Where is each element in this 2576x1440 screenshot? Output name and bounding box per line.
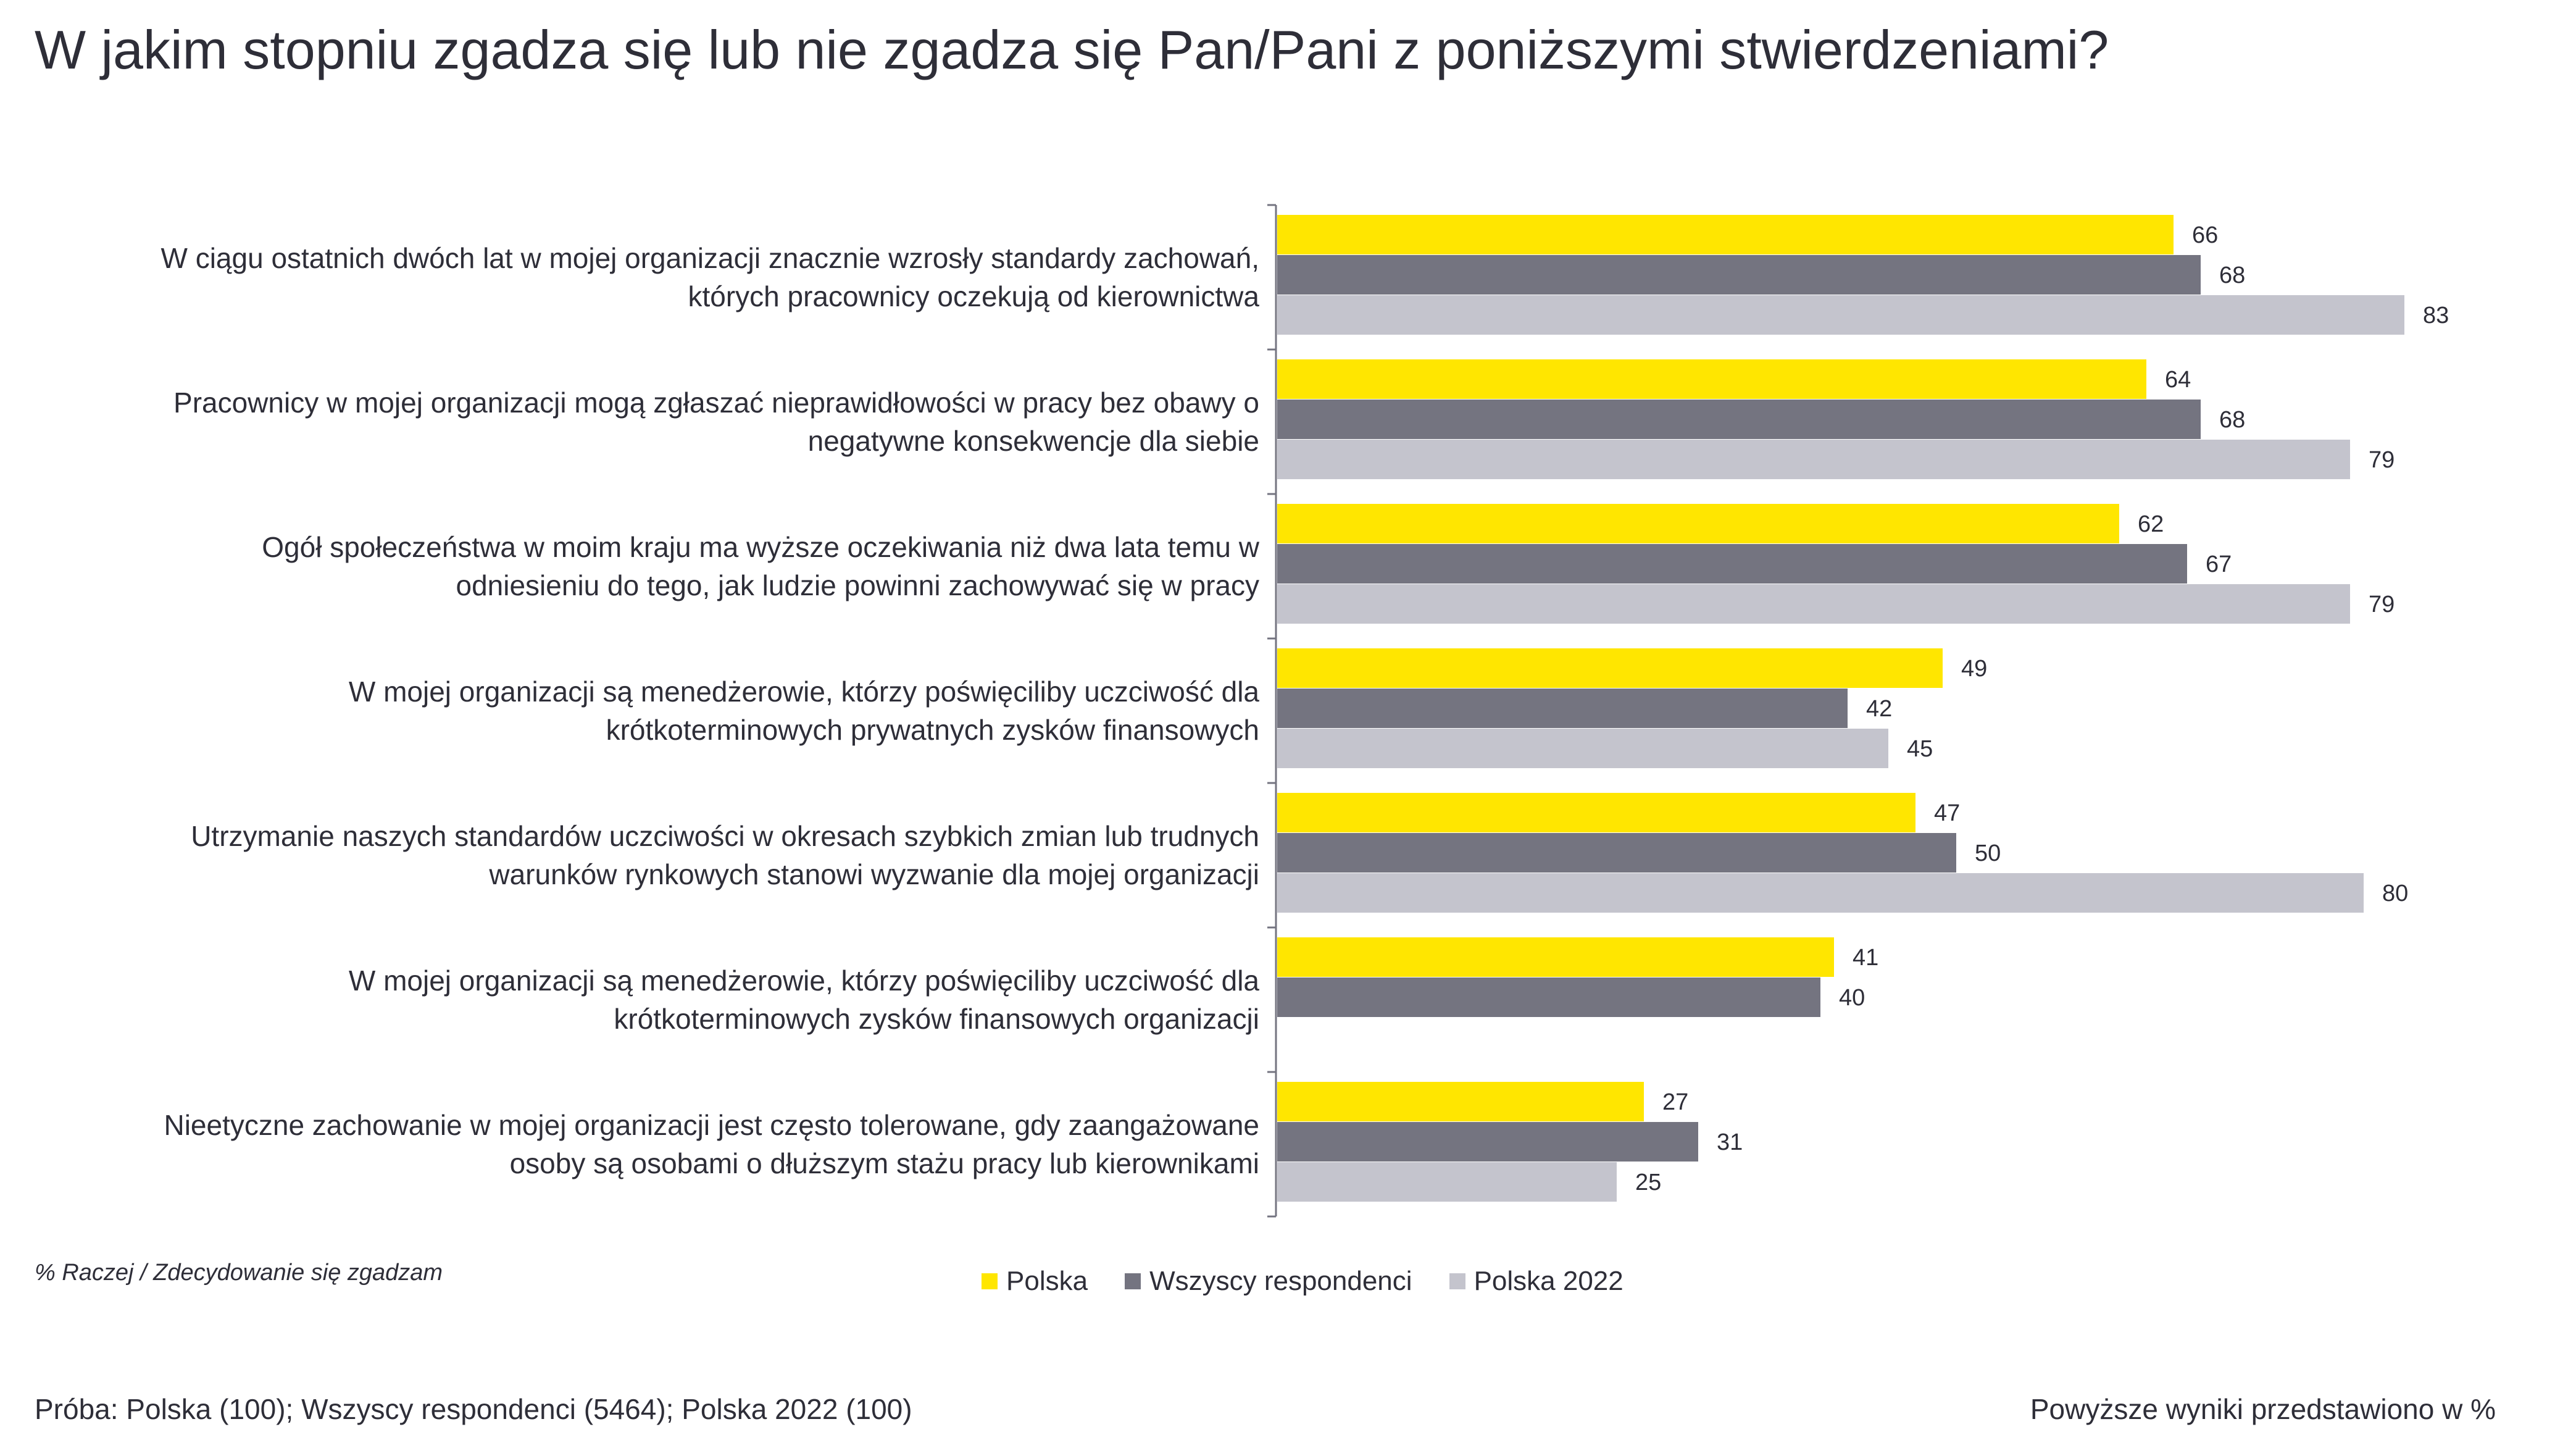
bar: [1277, 295, 2404, 335]
category-label-line: Pracownicy w mojej organizacji mogą zgła…: [173, 387, 1259, 419]
category-label: W mojej organizacji są menedżerowie, któ…: [25, 672, 1259, 749]
legend-label: Polska 2022: [1473, 1266, 1624, 1296]
data-label: 49: [1961, 656, 1987, 682]
legend-swatch: [1449, 1273, 1465, 1289]
bar: [1277, 1162, 1617, 1202]
category-label: W mojej organizacji są menedżerowie, któ…: [25, 961, 1259, 1038]
bar: [1277, 729, 1888, 768]
bar: [1277, 1122, 1698, 1162]
category-label-line: Utrzymanie naszych standardów uczciwości…: [191, 820, 1259, 852]
data-label: 62: [2138, 511, 2164, 537]
legend-item: Polska 2022: [1449, 1266, 1624, 1297]
data-label: 25: [1635, 1170, 1661, 1195]
legend-item: Polska: [982, 1266, 1088, 1297]
category-label: Nieetyczne zachowanie w mojej organizacj…: [25, 1106, 1259, 1183]
bar: [1277, 873, 2364, 913]
legend-item: Wszyscy respondenci: [1125, 1266, 1412, 1297]
category-label-line: odniesieniu do tego, jak ludzie powinni …: [456, 569, 1260, 601]
bar: [1277, 937, 1834, 977]
data-label: 83: [2423, 303, 2449, 329]
data-label: 66: [2192, 222, 2218, 248]
bar: [1277, 1082, 1644, 1121]
bar: [1277, 689, 1848, 728]
page-title: W jakim stopniu zgadza się lub nie zgadz…: [35, 19, 2109, 80]
bar: [1277, 359, 2146, 399]
data-label: 31: [1717, 1129, 1743, 1155]
category-label: W ciągu ostatnich dwóch lat w mojej orga…: [25, 239, 1260, 316]
bar: [1277, 215, 2174, 254]
legend-label: Polska: [1006, 1266, 1088, 1296]
bar: [1277, 255, 2201, 295]
chart-legend: Polska Wszyscy respondenci Polska 2022: [982, 1266, 1661, 1297]
category-label-line: krótkoterminowych zysków finansowych org…: [614, 1003, 1259, 1035]
bar: [1277, 440, 2350, 479]
category-label-line: krótkoterminowych prywatnych zysków fina…: [606, 714, 1259, 746]
data-label: 50: [1975, 840, 2001, 866]
bar: [1277, 584, 2350, 624]
category-label: Utrzymanie naszych standardów uczciwości…: [25, 817, 1259, 894]
sample-note: Próba: Polska (100); Wszyscy respondenci…: [35, 1393, 912, 1425]
data-label: 47: [1934, 800, 1960, 826]
category-label-line: W mojej organizacji są menedżerowie, któ…: [348, 965, 1259, 997]
data-label: 40: [1839, 985, 1865, 1011]
legend-swatch: [982, 1273, 998, 1289]
legend-label: Wszyscy respondenci: [1149, 1266, 1412, 1296]
data-label: 27: [1662, 1089, 1688, 1115]
category-label: Pracownicy w mojej organizacji mogą zgła…: [25, 383, 1259, 460]
category-label-line: warunków rynkowych stanowi wyzwanie dla …: [489, 858, 1259, 890]
data-label: 68: [2219, 262, 2245, 288]
category-label-line: W ciągu ostatnich dwóch lat w mojej orga…: [160, 242, 1260, 274]
bar: [1277, 833, 1956, 873]
category-label-line: których pracownicy oczekują od kierownic…: [688, 280, 1259, 312]
units-note: Powyższe wyniki przedstawiono w %: [2030, 1393, 2496, 1425]
category-label: Ogół społeczeństwa w moim kraju ma wyższ…: [25, 528, 1259, 605]
legend-swatch: [1125, 1273, 1141, 1289]
measure-note: % Raczej / Zdecydowanie się zgadzam: [35, 1260, 443, 1286]
bar: [1277, 793, 1915, 832]
category-label-line: Ogół społeczeństwa w moim kraju ma wyższ…: [262, 531, 1259, 563]
data-label: 79: [2369, 447, 2395, 473]
data-label: 45: [1907, 736, 1933, 762]
category-label-line: Nieetyczne zachowanie w mojej organizacj…: [164, 1109, 1259, 1141]
data-label: 42: [1866, 696, 1892, 722]
category-label-line: W mojej organizacji są menedżerowie, któ…: [348, 676, 1259, 708]
data-label: 41: [1853, 945, 1878, 971]
bar: [1277, 504, 2119, 543]
bar: [1277, 648, 1943, 688]
data-label: 64: [2165, 367, 2191, 393]
category-label-line: negatywne konsekwencje dla siebie: [807, 425, 1259, 457]
category-label-line: osoby są osobami o dłuższym stażu pracy …: [509, 1147, 1259, 1179]
data-label: 68: [2219, 407, 2245, 433]
data-label: 67: [2206, 551, 2232, 577]
data-label: 80: [2382, 881, 2408, 906]
bar: [1277, 977, 1820, 1017]
data-label: 79: [2369, 592, 2395, 617]
bar: [1277, 544, 2187, 584]
bar: [1277, 400, 2201, 439]
